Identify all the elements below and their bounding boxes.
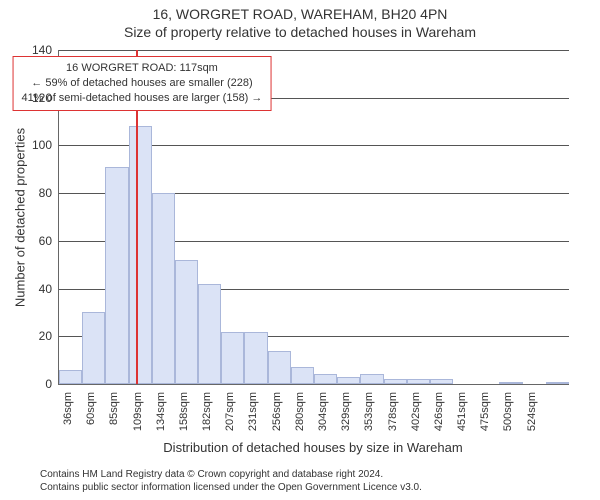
y-tick-label: 80 [12,186,52,200]
x-tick-label: 207sqm [224,392,236,436]
x-tick-label: 109sqm [132,392,144,436]
histogram-bar [129,126,152,384]
y-tick-label: 100 [12,138,52,152]
x-tick-label: 353sqm [363,392,375,436]
histogram-bar [407,379,430,384]
histogram-bar [499,382,522,384]
y-tick-label: 60 [12,234,52,248]
x-tick-label: 256sqm [271,392,283,436]
x-tick-label: 451sqm [456,392,468,436]
x-tick-label: 158sqm [178,392,190,436]
x-tick-label: 524sqm [526,392,538,436]
y-tick-label: 120 [12,91,52,105]
histogram-bar [430,379,453,384]
histogram-bar [221,332,244,384]
histogram-bar [82,312,105,384]
x-axis-label: Distribution of detached houses by size … [58,440,568,455]
y-tick-label: 40 [12,282,52,296]
histogram-bar [314,374,337,384]
histogram-bar [268,351,291,384]
x-tick-label: 378sqm [387,392,399,436]
attribution-line-1: Contains HM Land Registry data © Crown c… [40,468,580,481]
histogram-bar [384,379,407,384]
figure-root: 16, WORGRET ROAD, WAREHAM, BH20 4PN Size… [0,0,600,500]
histogram-chart: 16 WORGRET ROAD: 117sqm ← 59% of detache… [58,50,569,385]
x-tick-label: 500sqm [502,392,514,436]
histogram-bar [105,167,128,384]
x-tick-label: 304sqm [317,392,329,436]
y-axis-label: Number of detached properties [13,68,28,368]
histogram-bar [546,382,569,384]
x-tick-label: 231sqm [247,392,259,436]
histogram-bar [175,260,198,384]
callout-line-1: 16 WORGRET ROAD: 117sqm [22,61,263,76]
histogram-bar [291,367,314,384]
histogram-bar [152,193,175,384]
x-tick-label: 475sqm [479,392,491,436]
attribution-line-2: Contains public sector information licen… [40,481,580,494]
page-title-address: 16, WORGRET ROAD, WAREHAM, BH20 4PN [0,6,600,22]
x-tick-label: 426sqm [433,392,445,436]
y-tick-label: 0 [12,377,52,391]
histogram-bar [360,374,383,384]
callout-line-2: ← 59% of detached houses are smaller (22… [22,76,263,91]
y-tick-label: 20 [12,329,52,343]
attribution: Contains HM Land Registry data © Crown c… [40,468,580,494]
x-tick-label: 280sqm [294,392,306,436]
callout-line-3: 41% of semi-detached houses are larger (… [22,91,263,106]
histogram-bar [59,370,82,384]
x-tick-label: 134sqm [155,392,167,436]
x-tick-label: 36sqm [62,392,74,436]
x-tick-label: 182sqm [201,392,213,436]
x-tick-label: 85sqm [108,392,120,436]
histogram-bar [198,284,221,384]
y-tick-label: 140 [12,43,52,57]
x-tick-label: 402sqm [410,392,422,436]
page-title-sub: Size of property relative to detached ho… [0,24,600,40]
x-tick-label: 329sqm [340,392,352,436]
histogram-bar [244,332,267,384]
x-tick-label: 60sqm [85,392,97,436]
histogram-bar [337,377,360,384]
